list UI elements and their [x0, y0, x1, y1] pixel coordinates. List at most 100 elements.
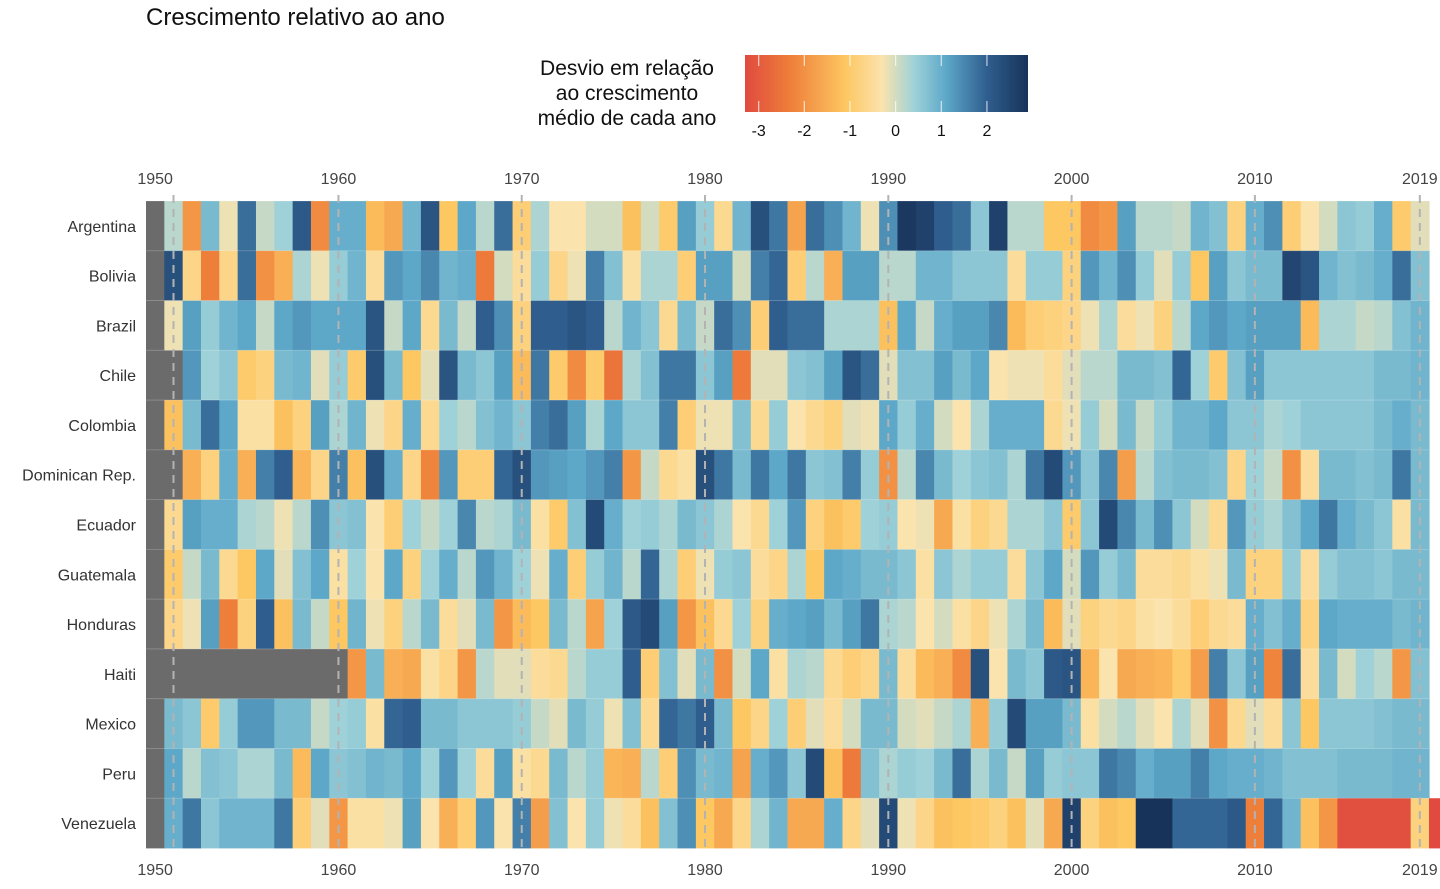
- heatmap-cell: Chile 2006: 1.9: [1172, 350, 1192, 401]
- heatmap-cell: Venezuela 1973: -0.3: [567, 798, 587, 849]
- heatmap-cell: Dominican Rep. 1954: 1: [219, 449, 239, 501]
- heatmap-cell: Venezuela 2000: 2.6: [1062, 798, 1082, 849]
- heatmap-cell: Guatemala 1972: 1: [549, 549, 569, 600]
- heatmap-cell: Bolivia 2011: 0.8: [1264, 250, 1283, 301]
- heatmap-cell: Honduras 1979: -1.9: [677, 599, 697, 650]
- heatmap-cell: Dominican Rep. 2001: 0.6: [1080, 449, 1100, 501]
- heatmap-cell: Honduras 1983: -0.8: [750, 599, 770, 650]
- heatmap-cell: Chile 1988: 2.2: [842, 350, 862, 401]
- heatmap-cell: Guatemala 2015: 0.7: [1337, 549, 1357, 600]
- heatmap-cell: Brazil 1981: 1.8: [714, 300, 734, 351]
- heatmap-cell: Brazil 2008: 1.3: [1209, 300, 1228, 351]
- heatmap-cell: Haiti 1952: NA: [182, 648, 202, 700]
- heatmap-cell: Dominican Rep. 1955: -1.5: [237, 449, 257, 501]
- heatmap-cell: Haiti 2016: 0.4: [1355, 648, 1375, 700]
- heatmap-cell: Honduras 1994: -0.4: [952, 599, 972, 650]
- heatmap-cell: Bolivia 2005: -0.1: [1154, 250, 1173, 301]
- heatmap-cell: Chile 2000: -0.1: [1062, 350, 1082, 401]
- heatmap-cell: Peru 1974: 0.5: [585, 748, 605, 799]
- heatmap-cell: Bolivia 2012: 2.5: [1282, 250, 1302, 301]
- heatmap-cell: Chile 1957: 0.8: [274, 350, 294, 401]
- heatmap-cell: Colombia 1985: -0.3: [787, 400, 807, 451]
- x-tick-label-bottom: 1960: [321, 862, 357, 879]
- y-tick-label: Ecuador: [76, 518, 136, 535]
- heatmap-cell: Argentina 1979: 1.2: [677, 201, 697, 252]
- heatmap-cell: Haiti 1979: -0.1: [677, 648, 697, 700]
- heatmap-cell: Ecuador 2006: 0.6: [1172, 499, 1192, 550]
- legend-tick-label: -3: [752, 123, 766, 140]
- heatmap-cell: Brazil 2007: 1.1: [1190, 300, 1210, 351]
- heatmap-cell: Dominican Rep. 1971: 1.3: [530, 449, 550, 501]
- heatmap-cell: Guatemala 1950: NA: [146, 549, 165, 600]
- heatmap-cell: Chile 1973: -2.1: [567, 350, 587, 401]
- heatmap-cell: Ecuador 1971: -0.4: [530, 499, 550, 550]
- heatmap-cell: Argentina 2011: 1.4: [1264, 201, 1283, 252]
- heatmap-cell: Argentina 1962: -1.3: [365, 201, 385, 252]
- heatmap-cell: Honduras 2006: -0.5: [1172, 599, 1192, 650]
- heatmap-cell: Brazil 1976: 0.9: [622, 300, 642, 351]
- y-tick-label: Guatemala: [58, 567, 136, 584]
- heatmap-cell: Colombia 1962: -0.2: [365, 400, 385, 451]
- heatmap-cell: Colombia 1950: NA: [146, 400, 165, 451]
- heatmap-cell: Argentina 2004: 0.2: [1135, 201, 1155, 252]
- heatmap-cell: Bolivia 1979: -0.9: [677, 250, 697, 301]
- heatmap-cell: Ecuador 2012: 0.7: [1282, 499, 1302, 550]
- heatmap-cell: Chile 2003: 0.8: [1117, 350, 1137, 401]
- heatmap-cell: Colombia 1957: -1.2: [274, 400, 294, 451]
- heatmap-cell: Argentina 1988: 0.9: [842, 201, 862, 252]
- heatmap-cell: Argentina 1958: 2.1: [292, 201, 312, 252]
- heatmap-cell: Chile 1969: 1.2: [494, 350, 514, 401]
- heatmap-cell: Peru 1995: 0.3: [970, 748, 990, 799]
- heatmap-cell: Argentina 1992: 2.6: [915, 201, 935, 252]
- heatmap-cell: Honduras 1996: -0.2: [989, 599, 1009, 650]
- heatmap-cell: Peru 1973: 0.2: [567, 748, 587, 799]
- heatmap-cell: Honduras 1950: NA: [146, 599, 165, 650]
- heatmap-cell: Honduras 1966: -0.5: [439, 599, 459, 650]
- heatmap-cell: Brazil 1958: 1.3: [292, 300, 312, 351]
- heatmap-cell: Ecuador 1993: -1.6: [934, 499, 954, 550]
- heatmap-cell: Ecuador 1950: NA: [146, 499, 165, 550]
- heatmap-cell: Peru 1991: 0.5: [897, 748, 917, 799]
- heatmap-cell: Colombia 1977: 0.6: [640, 400, 660, 451]
- heatmap-cell: Peru 2002: 1.7: [1099, 748, 1119, 799]
- heatmap-cell: Honduras 1961: 0.9: [347, 599, 367, 650]
- heatmap-cell: Dominican Rep. 1996: 0.7: [989, 449, 1009, 501]
- heatmap-cell: Chile 1991: 0.7: [897, 350, 917, 401]
- heatmap-cell: Venezuela 2006: 1.9: [1172, 798, 1192, 849]
- heatmap-cell: Honduras 1981: -0.6: [714, 599, 734, 650]
- heatmap-cell: Bolivia 2007: -1.1: [1190, 250, 1210, 301]
- heatmap-cell: Brazil 1995: 1.2: [970, 300, 990, 351]
- heatmap-cell: Chile 1955: -1: [237, 350, 257, 401]
- heatmap-cell: Colombia 1991: 0.5: [897, 400, 917, 451]
- heatmap-cell: Venezuela 2016: -3.2: [1355, 798, 1375, 849]
- heatmap-cell: Peru 1959: 1.1: [310, 748, 330, 799]
- x-tick-label-top: 2019: [1402, 171, 1438, 188]
- heatmap-cell: Peru 2017: 0.8: [1374, 748, 1393, 799]
- heatmap-cell: Chile 1982: -2.4: [732, 350, 752, 401]
- y-tick-label: Argentina: [68, 219, 137, 236]
- heatmap-cell: Venezuela 1960: -1.9: [329, 798, 349, 849]
- heatmap-cell: Ecuador 1961: 0.7: [347, 499, 367, 550]
- heatmap-cell: Brazil 1967: 0.1: [457, 300, 477, 351]
- chart-title: Crescimento relativo ao ano: [146, 4, 445, 31]
- heatmap-cell: Bolivia 1994: 0.6: [952, 250, 972, 301]
- heatmap-cell: Colombia 1964: 1: [402, 400, 422, 451]
- heatmap-cell: Brazil 2004: -0.2: [1135, 300, 1155, 351]
- heatmap-cell: Colombia 1961: 0.9: [347, 400, 367, 451]
- heatmap-cell: Honduras 2012: 1: [1282, 599, 1302, 650]
- heatmap-cell: Peru 2011: 0.9: [1264, 748, 1283, 799]
- heatmap-cell: Venezuela 1977: -1.2: [640, 798, 660, 849]
- heatmap-cell: Mexico 1969: 0.6: [494, 698, 514, 749]
- heatmap-cell: Dominican Rep. 1959: -0.7: [310, 449, 330, 501]
- heatmap-cell: Colombia 1958: -0.8: [292, 400, 312, 451]
- heatmap-cell: Guatemala 1966: 1: [439, 549, 459, 600]
- heatmap-cell: Haiti 1978: 0.7: [659, 648, 679, 700]
- heatmap-cell: Mexico 2007: -0.1: [1190, 698, 1210, 749]
- heatmap-cell: Argentina 1982: 0.9: [732, 201, 752, 252]
- heatmap-cell: Argentina 1999: -1.1: [1044, 201, 1064, 252]
- heatmap-cell: Chile 1951: NA: [164, 350, 184, 401]
- heatmap-cell: Venezuela 1998: -0.1: [1025, 798, 1045, 849]
- heatmap-cell: Ecuador 2017: 0.6: [1374, 499, 1393, 550]
- heatmap-cell: Bolivia 2001: 1.3: [1080, 250, 1100, 301]
- heatmap-cell: Chile 2014: 0.6: [1319, 350, 1338, 401]
